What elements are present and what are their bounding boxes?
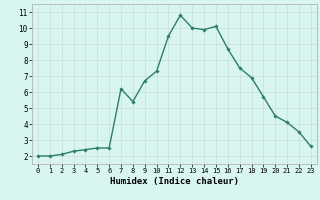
X-axis label: Humidex (Indice chaleur): Humidex (Indice chaleur) bbox=[110, 177, 239, 186]
